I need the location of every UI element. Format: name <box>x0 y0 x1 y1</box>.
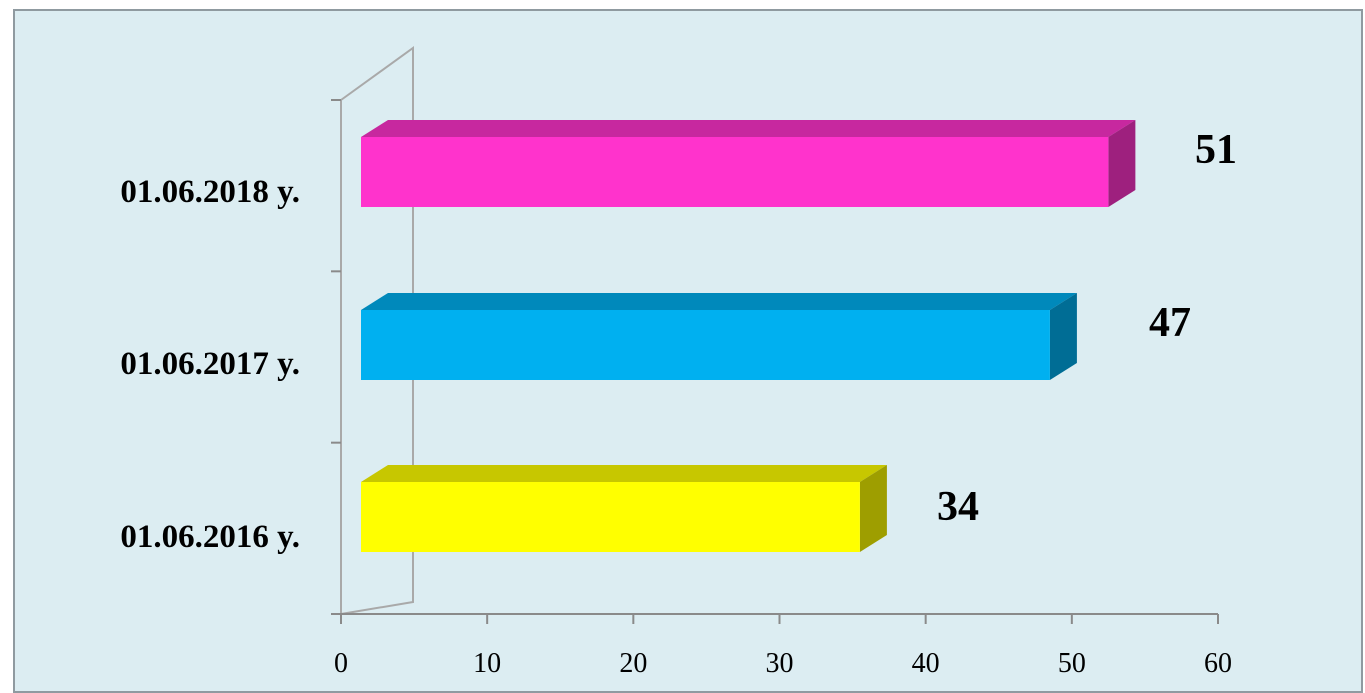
bar-front-face <box>361 137 1109 207</box>
bar-front-face <box>361 310 1050 380</box>
bar <box>361 120 1136 207</box>
bar-top-face <box>361 465 887 482</box>
bar <box>361 293 1077 380</box>
data-label: 47 <box>1149 300 1191 346</box>
x-tick-label: 50 <box>1058 648 1086 679</box>
data-label: 51 <box>1195 127 1237 173</box>
x-axis: 0 10 20 30 40 50 60 <box>334 613 1232 679</box>
x-tick-label: 30 <box>766 648 794 679</box>
bar <box>361 465 887 552</box>
x-tick-label: 0 <box>334 648 348 679</box>
x-tick-label: 40 <box>912 648 940 679</box>
bar-front-face <box>361 482 860 552</box>
bar-top-face <box>361 293 1077 310</box>
x-tick-label: 20 <box>619 648 647 679</box>
bar-series <box>361 120 1136 552</box>
category-label: 01.06.2017 y. <box>120 346 300 382</box>
chart-labels: 34 01.06.2016 y. 47 01.06.2017 y. 51 01.06.20… <box>120 127 1237 555</box>
bar-side-face <box>1049 293 1077 380</box>
x-tick-label: 10 <box>473 648 501 679</box>
x-tick-label: 60 <box>1204 648 1232 679</box>
bar-side-face <box>1108 120 1136 207</box>
category-label: 01.06.2016 y. <box>120 519 300 555</box>
data-label: 34 <box>937 484 979 530</box>
bar-side-face <box>859 465 887 552</box>
category-label: 01.06.2018 y. <box>120 174 300 210</box>
bar-top-face <box>361 120 1136 137</box>
